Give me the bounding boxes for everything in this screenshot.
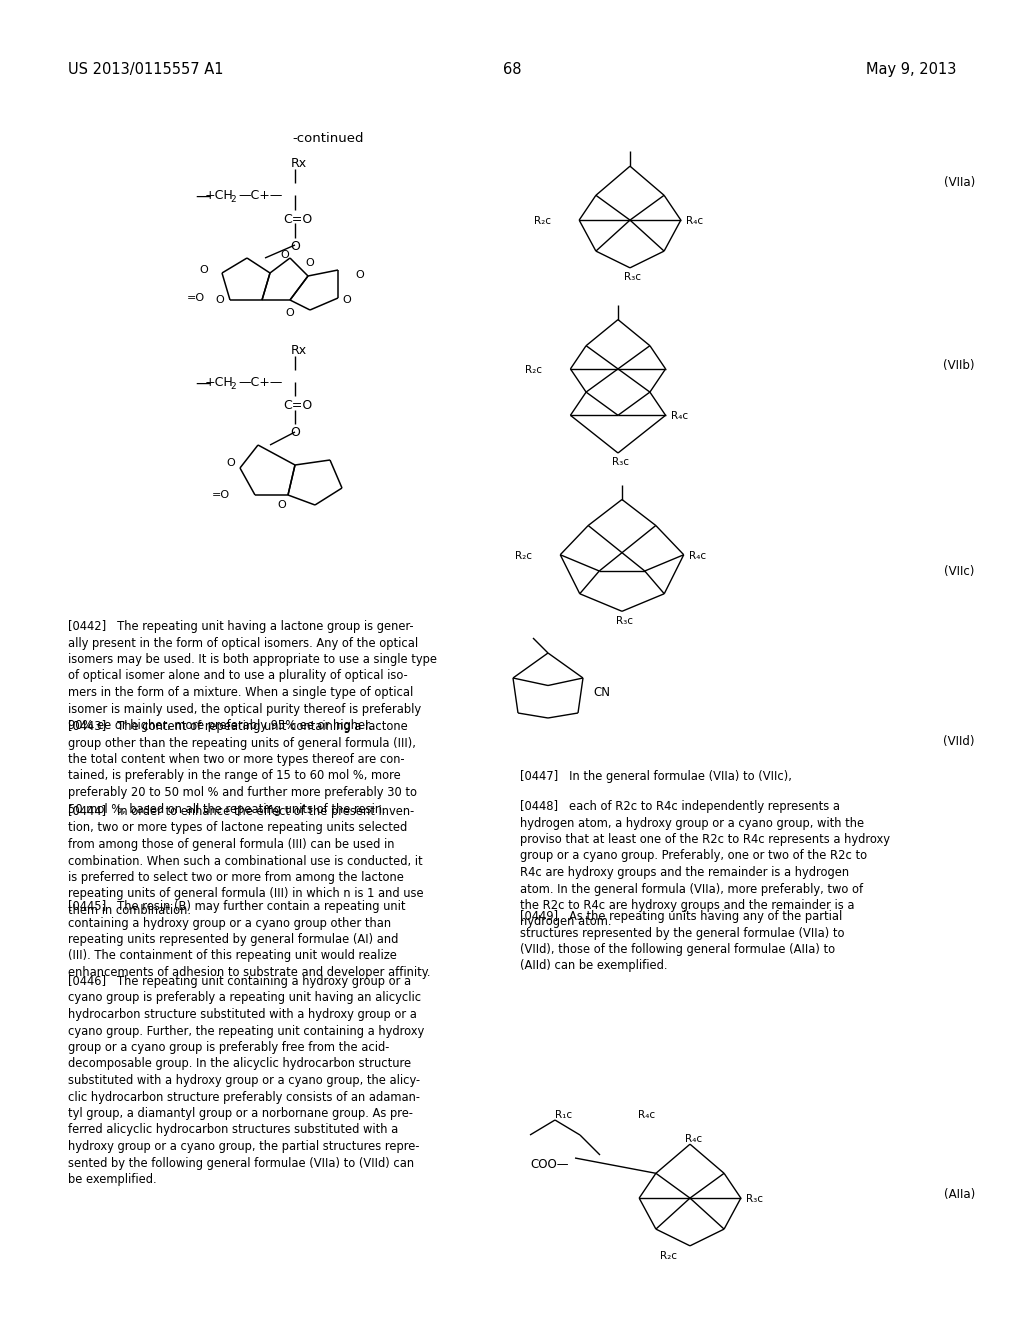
Text: O: O — [200, 265, 208, 275]
Text: CN: CN — [593, 686, 610, 700]
Text: (AIIa): (AIIa) — [943, 1188, 975, 1201]
Text: [0446]   The repeating unit containing a hydroxy group or a
cyano group is prefe: [0446] The repeating unit containing a h… — [68, 975, 424, 1185]
Text: C=O: C=O — [283, 399, 312, 412]
Text: —: — — [195, 189, 210, 205]
Text: May 9, 2013: May 9, 2013 — [865, 62, 956, 77]
Text: O: O — [290, 240, 300, 253]
Text: R₂c: R₂c — [535, 216, 551, 226]
Text: [0445]   The resin (B) may further contain a repeating unit
containing a hydroxy: [0445] The resin (B) may further contain… — [68, 900, 430, 979]
Text: R₂c: R₂c — [660, 1251, 677, 1261]
Text: +CH: +CH — [205, 376, 233, 389]
Text: COO—: COO— — [530, 1158, 568, 1171]
Text: O: O — [290, 426, 300, 440]
Text: O: O — [226, 458, 234, 469]
Text: (VIIb): (VIIb) — [943, 359, 975, 372]
Text: O: O — [305, 257, 313, 268]
Text: R₄c: R₄c — [686, 216, 702, 226]
Text: [0448]   each of R2c to R4c independently represents a
hydrogen atom, a hydroxy : [0448] each of R2c to R4c independently … — [520, 800, 890, 928]
Text: 68: 68 — [503, 62, 521, 77]
Text: O: O — [278, 500, 287, 510]
Text: R₄c: R₄c — [638, 1110, 655, 1119]
Text: —C+—: —C+— — [238, 376, 283, 389]
Text: R₃c: R₃c — [624, 272, 641, 282]
Text: R₄c: R₄c — [685, 1134, 702, 1144]
Text: Rx: Rx — [291, 157, 307, 170]
Text: R₁c: R₁c — [555, 1110, 572, 1119]
Text: —C+—: —C+— — [238, 189, 283, 202]
Text: =O: =O — [212, 490, 230, 500]
Text: (VIId): (VIId) — [943, 735, 975, 748]
Text: 2: 2 — [230, 381, 236, 391]
Text: [0442]   The repeating unit having a lactone group is gener-
ally present in the: [0442] The repeating unit having a lacto… — [68, 620, 437, 733]
Text: O: O — [216, 294, 224, 305]
Text: C=O: C=O — [283, 213, 312, 226]
Text: [0447]   In the general formulae (VIIa) to (VIIc),: [0447] In the general formulae (VIIa) to… — [520, 770, 792, 783]
Text: [0449]   As the repeating units having any of the partial
structures represented: [0449] As the repeating units having any… — [520, 909, 845, 973]
Text: +CH: +CH — [205, 189, 233, 202]
Text: [0443]   The content of repeating unit containing a lactone
group other than the: [0443] The content of repeating unit con… — [68, 719, 417, 816]
Text: (VIIc): (VIIc) — [944, 565, 975, 578]
Text: R₄c: R₄c — [671, 412, 688, 421]
Text: R₃c: R₃c — [616, 616, 633, 626]
Text: O: O — [281, 249, 290, 260]
Text: -continued: -continued — [292, 132, 364, 145]
Text: Rx: Rx — [291, 345, 307, 356]
Text: O: O — [355, 271, 364, 280]
Text: O: O — [342, 294, 351, 305]
Text: (VIIa): (VIIa) — [943, 176, 975, 189]
Text: R₃c: R₃c — [612, 457, 629, 467]
Text: —: — — [195, 376, 210, 391]
Text: R₂c: R₂c — [525, 364, 543, 375]
Text: R₄c: R₄c — [689, 550, 706, 561]
Text: [0444]   In order to enhance the effect of the present inven-
tion, two or more : [0444] In order to enhance the effect of… — [68, 805, 424, 917]
Text: =O: =O — [186, 293, 205, 304]
Text: O: O — [286, 308, 294, 318]
Text: US 2013/0115557 A1: US 2013/0115557 A1 — [68, 62, 223, 77]
Text: 2: 2 — [230, 195, 236, 205]
Text: R₃c: R₃c — [745, 1195, 763, 1204]
Text: R₂c: R₂c — [515, 550, 532, 561]
